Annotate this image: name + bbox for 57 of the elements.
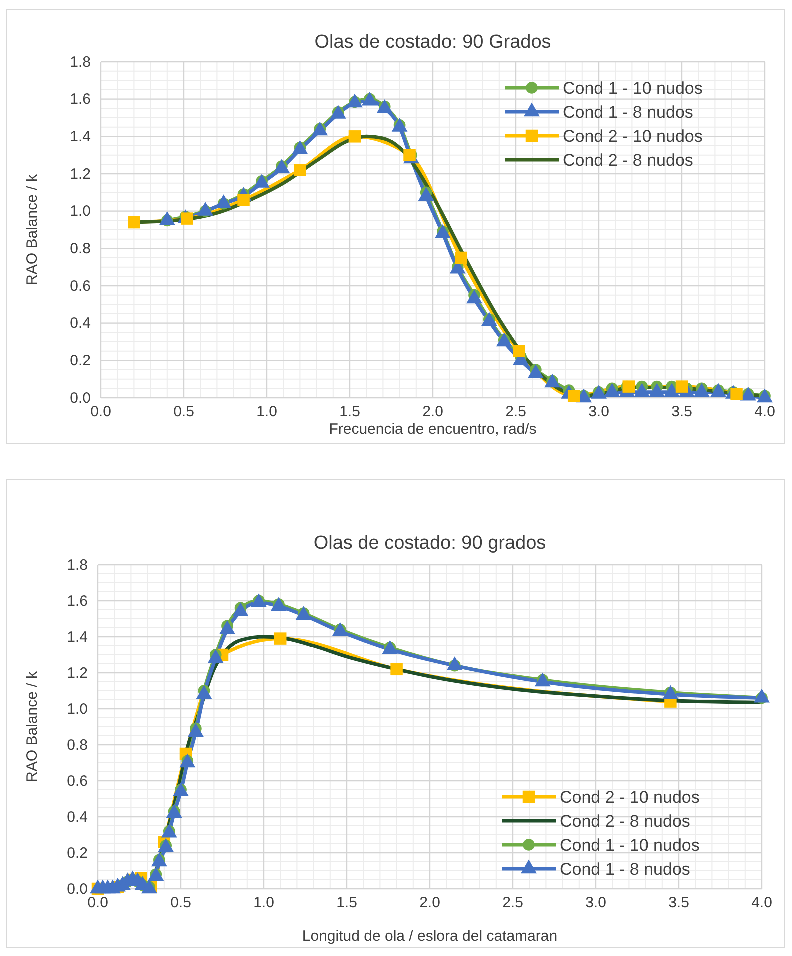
x-tick-label: 0.5 [170,894,192,912]
y-tick-label: 1.2 [70,166,91,183]
legend-label: Cond 1 - 8 nudos [560,860,690,879]
y-tick-label: 0.8 [67,736,88,754]
y-tick-label: 0.0 [67,880,88,898]
x-tick-label: 3.0 [586,894,606,912]
x-axis-title: Frecuencia de encuentro, rad/s [329,421,537,438]
point [141,880,158,894]
legend-label: Cond 2 - 10 nudos [563,127,703,146]
y-tick-label: 1.4 [67,628,88,646]
y-tick-label: 0.6 [70,278,91,295]
y-tick-label: 0.2 [70,352,91,370]
x-tick-label: 4.0 [754,404,776,421]
y-tick-label: 0.4 [67,808,88,826]
y-tick-label: 0.4 [70,315,91,332]
y-tick-label: 0.6 [67,772,88,790]
x-tick-label: 1.5 [340,404,360,421]
y-tick-label: 0.8 [70,240,91,258]
x-tick-label: 0.0 [88,894,108,912]
y-axis-title: RAO Balance / k [24,671,41,782]
legend-label: Cond 1 - 8 nudos [563,103,694,122]
x-tick-label: 3.5 [668,894,690,912]
x-tick-label: 0.0 [90,404,112,421]
chart-title: Olas de costado: 90 grados [314,533,546,554]
x-tick-label: 2.0 [420,894,440,912]
y-tick-label: 1.6 [70,91,91,108]
point [158,838,174,852]
x-tick-label: 1.5 [336,894,358,912]
y-tick-label: 1.0 [70,203,91,220]
x-tick-label: 3.0 [588,404,610,421]
y-tick-label: 1.0 [67,700,88,718]
x-tick-label: 1.0 [254,894,274,912]
x-tick-label: 3.5 [672,404,692,421]
legend-label: Cond 2 - 8 nudos [560,812,690,831]
y-tick-label: 1.8 [67,556,88,574]
point [151,852,168,867]
y-tick-label: 1.4 [70,128,91,146]
y-tick-label: 1.2 [67,664,88,682]
legend-label: Cond 2 - 10 nudos [560,788,700,807]
y-axis-title: RAO Balance / k [24,174,41,286]
y-tick-label: 1.6 [67,592,88,610]
x-tick-label: 0.5 [174,404,194,421]
x-tick-label: 2.5 [502,894,524,912]
legend-label: Cond 1 - 10 nudos [563,79,703,98]
point [274,632,287,645]
x-tick-label: 2.5 [506,404,526,421]
legend-label: Cond 2 - 8 nudos [563,151,694,170]
point [390,663,403,676]
x-tick-label: 1.0 [256,404,278,421]
y-tick-label: 0.0 [70,390,91,407]
x-tick-label: 4.0 [752,894,772,912]
x-tick-label: 2.0 [422,404,444,421]
legend-label: Cond 1 - 10 nudos [560,836,700,855]
chart-title: Olas de costado: 90 Grados [314,32,552,53]
y-tick-label: 0.2 [67,844,88,862]
y-tick-label: 1.8 [70,54,91,71]
x-axis-title: Longitud de ola / eslora del catamaran [302,928,558,945]
